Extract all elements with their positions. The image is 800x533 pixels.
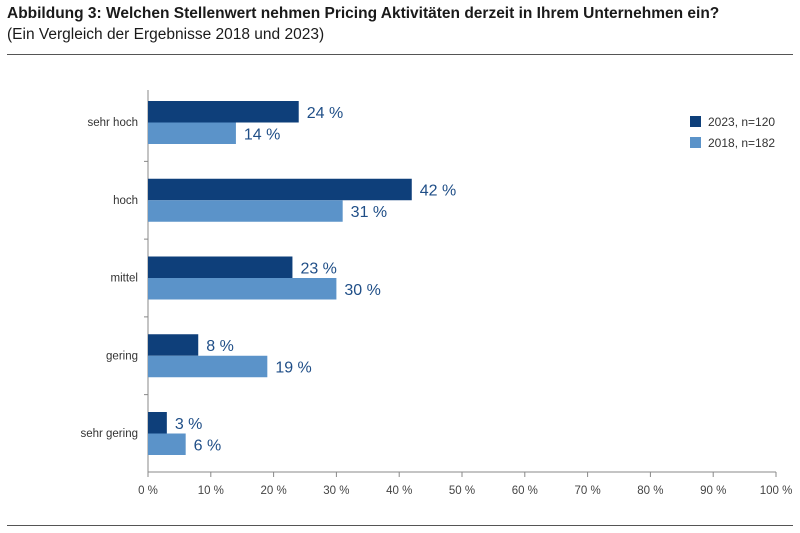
- data-label: 19 %: [275, 360, 311, 377]
- chart-title: Abbildung 3: Welchen Stellenwert nehmen …: [7, 5, 720, 22]
- bar: [148, 433, 186, 455]
- data-label: 8 %: [206, 338, 234, 355]
- category-label: sehr gering: [80, 428, 138, 440]
- x-tick-label: 60 %: [512, 485, 538, 497]
- bottom-divider: [7, 525, 793, 526]
- category-label: sehr hoch: [87, 117, 138, 129]
- x-tick-label: 100 %: [760, 485, 793, 497]
- data-label: 3 %: [175, 416, 203, 433]
- data-label: 23 %: [300, 260, 336, 277]
- x-tick-label: 0 %: [138, 485, 158, 497]
- x-tick-label: 70 %: [574, 485, 600, 497]
- legend-label: 2023, n=120: [708, 115, 775, 129]
- category-label: gering: [106, 350, 138, 362]
- x-tick-label: 50 %: [449, 485, 475, 497]
- data-label: 6 %: [194, 437, 222, 454]
- bar: [148, 122, 236, 144]
- bar: [148, 355, 268, 378]
- data-label: 24 %: [307, 105, 343, 122]
- legend-swatch: [690, 116, 701, 127]
- x-tick-label: 20 %: [260, 485, 286, 497]
- bar: [148, 278, 337, 300]
- bar: [148, 200, 343, 222]
- x-tick-label: 30 %: [323, 485, 349, 497]
- bar: [148, 101, 299, 123]
- top-divider: [7, 54, 793, 55]
- category-label: mittel: [111, 273, 138, 285]
- legend-label: 2018, n=182: [708, 136, 775, 150]
- bar: [148, 178, 412, 201]
- data-label: 14 %: [244, 126, 280, 143]
- x-tick-label: 80 %: [637, 485, 663, 497]
- data-label: 42 %: [420, 183, 456, 200]
- bar: [148, 412, 167, 434]
- bar: [148, 334, 199, 356]
- category-label: hoch: [113, 195, 138, 207]
- data-label: 31 %: [351, 204, 387, 221]
- x-tick-label: 90 %: [700, 485, 726, 497]
- x-tick-label: 40 %: [386, 485, 412, 497]
- x-tick-label: 10 %: [198, 485, 224, 497]
- data-label: 30 %: [344, 282, 380, 299]
- chart-subtitle: (Ein Vergleich der Ergebnisse 2018 und 2…: [7, 26, 325, 43]
- bar: [148, 256, 293, 278]
- legend-swatch: [690, 137, 701, 148]
